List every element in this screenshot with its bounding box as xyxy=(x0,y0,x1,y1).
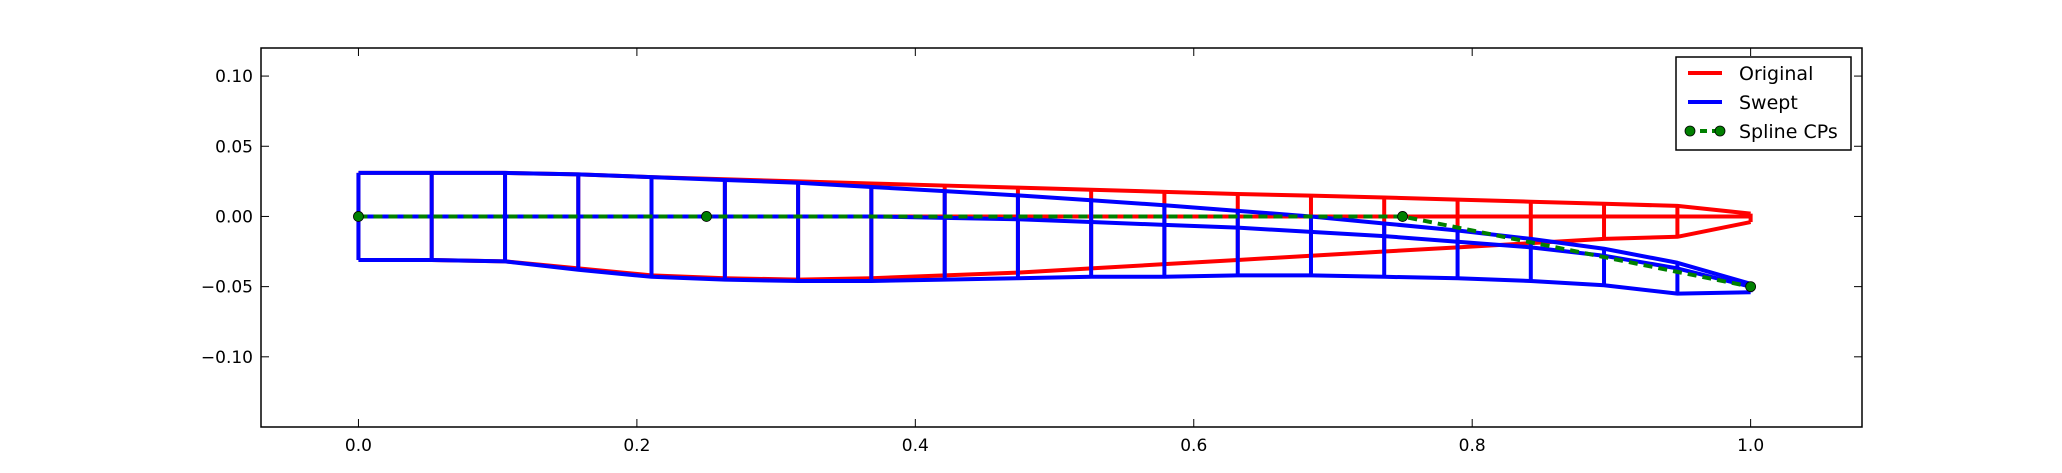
y-tick-label: 0.00 xyxy=(215,207,253,227)
y-tick-label: 0.05 xyxy=(215,137,253,157)
x-tick-label: 1.0 xyxy=(1737,436,1764,456)
series-layer xyxy=(353,170,1757,296)
legend-label-original: Original xyxy=(1739,63,1813,85)
x-tick-label: 0.4 xyxy=(902,436,929,456)
original-upper-line xyxy=(358,170,1751,216)
legend-label-swept: Swept xyxy=(1739,92,1798,114)
spline-cp-point xyxy=(1745,281,1757,293)
series-original xyxy=(356,170,1753,282)
series-spline-cps xyxy=(353,211,1757,293)
legend: Original Swept Spline CPs xyxy=(1675,56,1852,151)
legend-marker-spline-cps xyxy=(1714,125,1726,137)
x-tick-label: 0.2 xyxy=(623,436,650,456)
legend-label-spline-cps: Spline CPs xyxy=(1739,121,1838,143)
y-tick-label: −0.05 xyxy=(201,278,253,298)
spline-cp-point xyxy=(701,211,712,222)
spline-cps-line xyxy=(358,214,1752,289)
x-tick-label: 0.0 xyxy=(345,436,372,456)
swept-upper-line xyxy=(358,170,1752,286)
y-axis: 0.10 0.05 0.00 −0.05 −0.10 xyxy=(201,67,1862,368)
swept-lower-line xyxy=(358,257,1751,296)
spline-cp-point xyxy=(1397,211,1408,222)
x-axis: 0.0 0.2 0.4 0.6 0.8 1.0 xyxy=(345,48,1764,456)
original-lower-line xyxy=(358,220,1752,282)
plot-area-frame xyxy=(260,47,1863,428)
x-tick-label: 0.8 xyxy=(1459,436,1486,456)
y-tick-label: 0.10 xyxy=(215,67,253,87)
spline-cp-point xyxy=(353,211,364,222)
y-tick-label: −0.10 xyxy=(201,348,253,368)
legend-marker-spline-cps xyxy=(1684,125,1696,137)
x-tick-label: 0.6 xyxy=(1180,436,1207,456)
series-swept xyxy=(356,170,1753,296)
